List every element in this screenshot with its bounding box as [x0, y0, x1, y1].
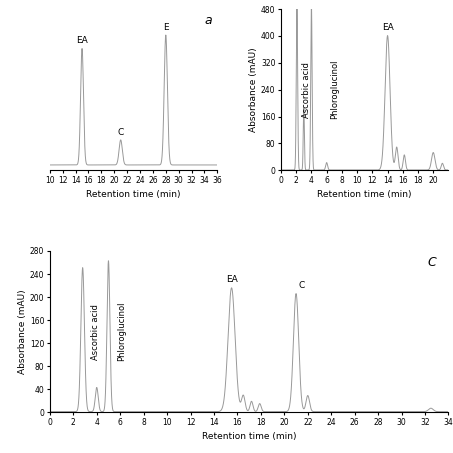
Text: C: C — [428, 256, 437, 269]
Text: a: a — [205, 14, 212, 27]
Text: EA: EA — [76, 36, 88, 45]
Text: Phloroglucinol: Phloroglucinol — [330, 60, 339, 120]
Text: EA: EA — [226, 275, 237, 284]
Text: C: C — [299, 280, 305, 289]
Text: Ascorbic acid: Ascorbic acid — [302, 62, 311, 118]
Y-axis label: Absorbance (mAU): Absorbance (mAU) — [249, 48, 258, 132]
Text: EA: EA — [382, 23, 394, 32]
X-axis label: Retention time (min): Retention time (min) — [318, 190, 412, 199]
X-axis label: Retention time (min): Retention time (min) — [87, 190, 181, 199]
Text: Phloroglucinol: Phloroglucinol — [117, 302, 125, 361]
Text: C: C — [118, 128, 124, 137]
X-axis label: Retention time (min): Retention time (min) — [202, 432, 296, 441]
Y-axis label: Absorbance (mAU): Absorbance (mAU) — [18, 289, 27, 374]
Text: E: E — [163, 24, 169, 32]
Text: Ascorbic acid: Ascorbic acid — [91, 304, 100, 360]
